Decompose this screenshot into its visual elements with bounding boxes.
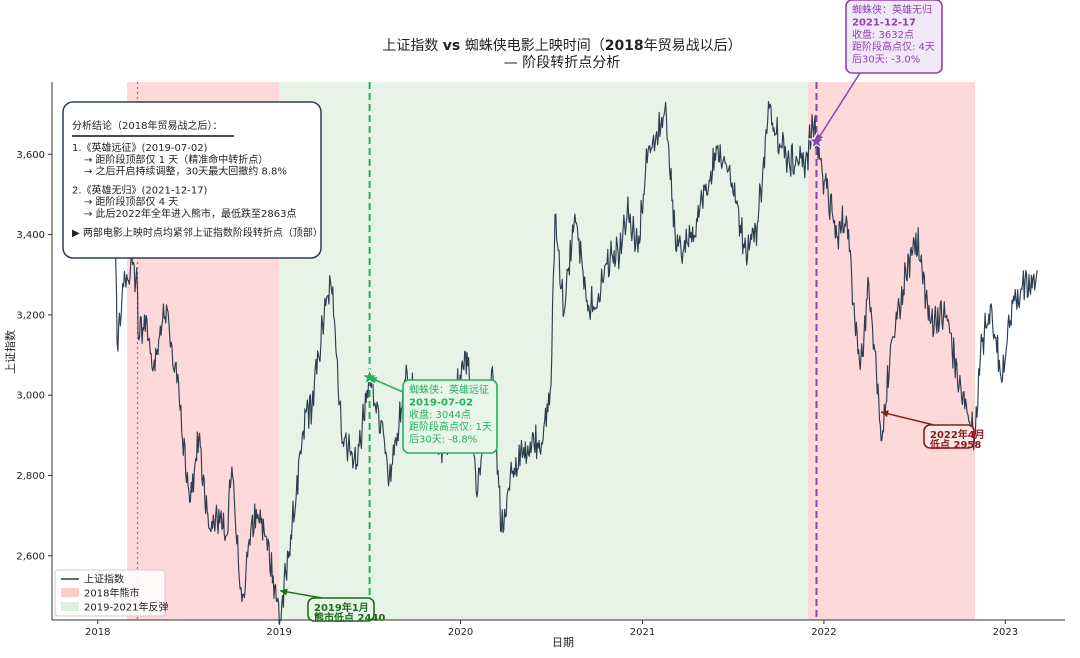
annotation-text-1-2: 收盘: 3632点 [852,28,914,41]
shaded-region-1 [279,82,809,620]
analysis-box-line-1: → 距阶段顶部仅 1 天（精准命中转折点） [84,153,268,166]
legend-swatch-1 [61,588,79,597]
annotation-box-2 [307,597,375,622]
analysis-box-line-8: ▶ 两部电影上映时点均紧邻上证指数阶段转折点（顶部） [72,226,323,239]
x-tick-label-2: 2020 [448,627,473,638]
analysis-box-line-5: → 距阶段顶部仅 4 天 [84,195,178,208]
annotation-text-1-3: 距阶段高点仅: 4天 [852,40,935,53]
annotation-text-0-1: 2019-07-02 [409,397,473,408]
y-tick-label-1: 2,800 [16,471,45,482]
annotation-box-1 [845,0,943,74]
x-tick-label-0: 2018 [85,627,110,638]
chart-title-block: 上证指数 vs 蜘蛛侠电影上映时间（2018年贸易战以后） — 阶段转折点分析 [382,38,741,71]
annotation-arrowhead-0 [369,377,378,384]
annotation-text-1-0: 蜘蛛侠：英雄无归 [852,3,932,16]
event-vertical-lines [136,82,818,620]
annotation-text-3-0: 2022年4月 [930,428,985,441]
annotation-text-2-1: 熊市低点 2440 [314,611,385,624]
x-tick-label-3: 2021 [630,627,655,638]
x-tick-label-4: 2022 [811,627,836,638]
annotation-box-0 [402,379,498,454]
annotation-text-0-3: 距阶段高点仅: 1天 [409,420,492,433]
legend-label-2: 2019-2021年反弹 [84,601,169,614]
legend-swatch-2 [61,602,79,611]
annotation-arrowhead-2 [280,588,288,596]
annotation-text-1-4: 后30天: -3.0% [852,54,920,66]
annotation-arrow-1 [815,72,861,142]
annotation-arrowhead-3 [881,410,889,418]
analysis-box-line-2: → 之后开启持续调整，30天最大回撤约 8.8% [84,165,287,178]
axes: 2,600 2,800 3,000 3,200 3,400 3,600 2018 2019 20… [16,82,1065,638]
analysis-box-line-6: → 此后2022年全年进入熊市，最低跌至2863点 [84,207,296,220]
axis-labels: 日期 上证指数 [3,330,574,649]
legend-frame [54,569,166,617]
chart-title: 上证指数 vs 蜘蛛侠电影上映时间（2018年贸易战以后） [382,38,741,54]
annotation-text-3-1: 低点 2958 [929,438,981,451]
analysis-box-title: 分析结论（2018年贸易战之后）： [72,119,222,132]
event-star-marker-0 [360,368,379,386]
series-line-layer [97,101,1038,625]
y-tick-label-4: 3,400 [16,230,45,241]
series-line-shanghai-index [97,101,1038,625]
y-tick-label-2: 3,000 [16,391,45,402]
annotation-text-1-1: 2021-12-17 [852,17,916,28]
legend-label-0: 上证指数 [84,573,124,586]
annotation-text-0-0: 蜘蛛侠：英雄远征 [409,383,489,396]
x-axis-label: 日期 [552,636,574,649]
analysis-box-frame [62,101,322,259]
y-tick-label-3: 3,200 [16,310,45,321]
chart-subtitle: — 阶段转折点分析 [504,55,620,71]
y-tick-label-0: 2,600 [16,551,45,562]
annotation-text-2-0: 2019年1月 [314,601,369,614]
legend-label-1: 2018年熊市 [84,587,139,600]
annotation-text-0-4: 后30天: -8.8% [409,434,477,446]
analysis-text-box: 分析结论（2018年贸易战之后）：1.《英雄远征》(2019-07-02)→ 距… [62,101,323,259]
y-axis-label: 上证指数 [3,330,17,374]
x-tick-label-5: 2023 [993,627,1018,638]
annotation-text-0-2: 收盘: 3044点 [409,408,471,421]
annotation-arrow-2 [280,589,323,599]
x-tick-label-1: 2019 [266,627,291,638]
analysis-box-line-0: 1.《英雄远征》(2019-07-02) [72,141,208,154]
shaded-region-2 [808,82,976,620]
annotation-box-3 [923,424,975,449]
annotation-arrowhead-1 [816,133,824,142]
y-tick-label-5: 3,600 [16,150,45,161]
analysis-box-line-4: 2.《英雄无归》(2021-12-17) [72,183,208,196]
annotation-arrow-3 [880,411,935,426]
